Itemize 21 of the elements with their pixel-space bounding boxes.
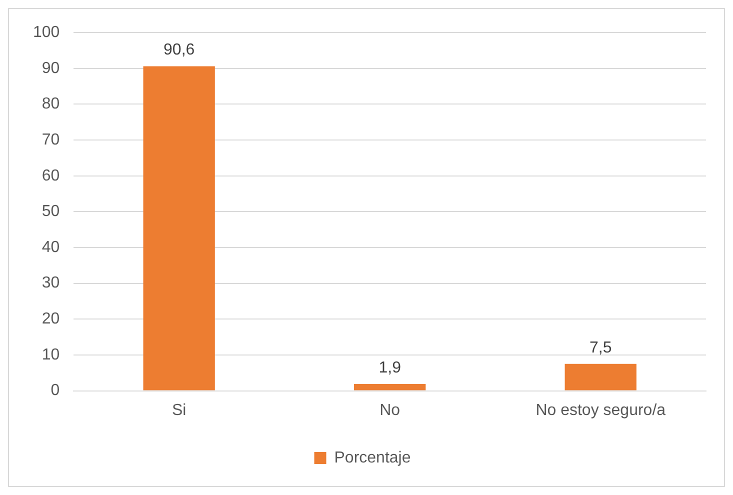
bar (354, 384, 426, 390)
x-tick-label: No estoy seguro/a (536, 402, 666, 419)
y-tick-label: 30 (42, 274, 60, 292)
y-tick-label: 100 (32, 24, 60, 42)
x-tick-label: No (380, 402, 400, 419)
y-tick-label: 20 (42, 310, 60, 328)
y-tick-label: 40 (42, 238, 60, 256)
x-tick-label: Si (172, 402, 186, 419)
legend-label: Porcentaje (334, 449, 411, 466)
y-tick-label: 50 (42, 203, 60, 220)
data-label: 90,6 (164, 42, 195, 59)
y-tick-label: 90 (42, 60, 60, 77)
bar (143, 66, 215, 390)
data-label: 1,9 (378, 359, 402, 376)
y-tick-label: 70 (42, 131, 60, 148)
y-tick-label: 10 (42, 346, 60, 364)
y-tick-label: 60 (42, 167, 60, 184)
bar (564, 364, 636, 390)
y-tick-label: 0 (50, 382, 60, 400)
data-label: 7,5 (589, 339, 612, 356)
y-tick-label: 80 (42, 96, 60, 113)
